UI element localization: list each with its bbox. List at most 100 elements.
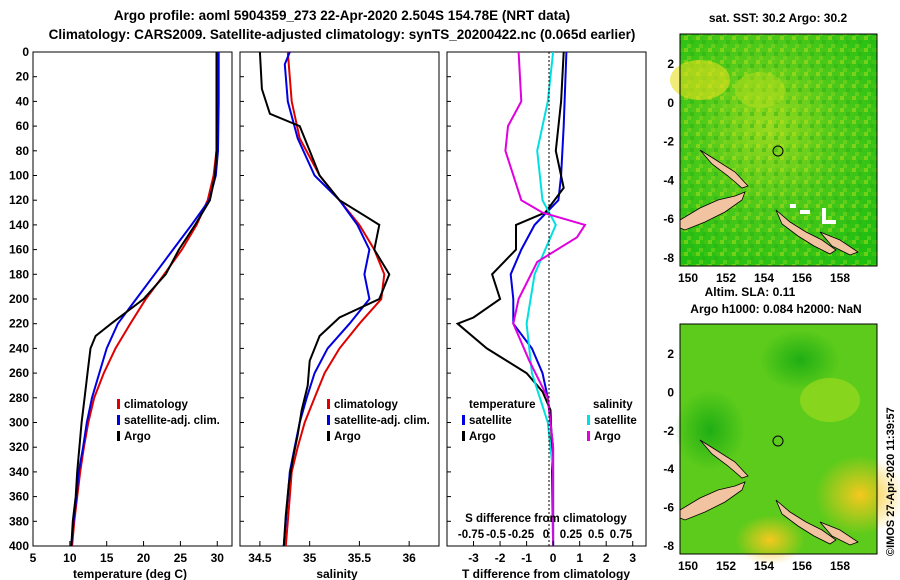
temperature-x-ticks: 5 10 15 20 25 30 <box>30 541 224 565</box>
s-diff-tick-label: -0.75 <box>458 529 485 541</box>
s-diff-tick-label: -0.5 <box>486 529 506 541</box>
sla-map-frame <box>679 323 878 555</box>
series-line-argo <box>258 52 391 546</box>
sla-map-title1: Altim. SLA: 0.11 <box>705 285 796 299</box>
map-y-tick-label: -6 <box>663 212 674 226</box>
depth-tick-label: 40 <box>16 94 30 108</box>
depth-tick-label: 140 <box>9 218 29 232</box>
sla-low-patch <box>675 390 745 470</box>
salinity-xlabel: salinity <box>316 567 358 580</box>
s-diff-tick-label: 0.25 <box>560 529 583 541</box>
legend-argo: Argo <box>334 431 361 443</box>
sla-high-patch <box>735 515 805 565</box>
difference-series <box>455 52 587 546</box>
sla-map-title2: Argo h1000: 0.084 h2000: NaN <box>690 302 861 316</box>
sst-land-bougainville <box>775 209 837 255</box>
map-y-tick-label: -6 <box>663 501 674 515</box>
legend-climatology: climatology <box>334 399 399 411</box>
depth-tick-label: 60 <box>16 119 30 133</box>
map-x-tick-label: 152 <box>716 559 736 573</box>
map-x-tick-label: 158 <box>830 559 850 573</box>
s-difference-ticks: -0.75 -0.5 -0.25 0 0.25 0.5 0.75 <box>458 529 633 541</box>
header-line1: Argo profile: aoml 5904359_273 22-Apr-20… <box>114 8 570 23</box>
map-x-tick-label: 156 <box>792 559 812 573</box>
series-line-s-satellite <box>525 52 557 546</box>
x-tick-label: 0 <box>550 551 557 565</box>
depth-tick-label: 340 <box>9 465 29 479</box>
map-y-tick-label: -4 <box>663 173 674 187</box>
x-tick-label: 5 <box>30 551 37 565</box>
sst-map-title: sat. SST: 30.2 Argo: 30.2 <box>709 11 848 25</box>
sla-low-patch <box>760 330 840 390</box>
x-tick-label: -2 <box>495 551 506 565</box>
legend-swatch-climatology <box>117 399 120 409</box>
salinity-legend: climatology satellite-adj. clim. Argo <box>327 399 430 443</box>
sst-warm-patch <box>735 72 785 108</box>
map-x-tick-label: 154 <box>754 271 774 285</box>
temperature-xlabel: temperature (deg C) <box>73 567 187 580</box>
legend-satellite: satellite-adj. clim. <box>334 415 430 427</box>
depth-tick-label: 360 <box>9 490 29 504</box>
sst-land-newguinea <box>679 191 746 231</box>
x-tick-label: -1 <box>521 551 532 565</box>
legend-swatch-t-argo <box>462 431 465 441</box>
legend-swatch-satellite <box>117 415 120 425</box>
s-diff-tick-label: 0.75 <box>610 529 633 541</box>
depth-tick-label: 400 <box>9 539 29 553</box>
difference-x-ticks: -3 -2 -1 0 1 2 3 <box>468 541 636 565</box>
depth-tick-label: 380 <box>9 514 29 528</box>
map-y-tick-label: -8 <box>663 539 674 553</box>
sst-map-frame <box>679 33 878 267</box>
depth-tick-label: 320 <box>9 440 29 454</box>
map-x-tick-label: 154 <box>754 559 774 573</box>
sla-map-ticks: 150 152 154 156 158 2 0 -2 -4 -6 -8 <box>663 347 850 573</box>
series-line-climatology <box>71 52 219 546</box>
sst-land-island <box>819 231 859 256</box>
depth-tick-label: 280 <box>9 391 29 405</box>
depth-tick-label: 180 <box>9 267 29 281</box>
depth-tick-label: 80 <box>16 144 30 158</box>
x-tick-label: 2 <box>603 551 610 565</box>
depth-tick-label: 20 <box>16 70 30 84</box>
map-y-tick-label: 2 <box>667 57 674 71</box>
map-y-tick-label: 2 <box>667 347 674 361</box>
salinity-plot-frame <box>239 51 440 547</box>
legend-swatch-satellite <box>327 415 330 425</box>
sla-land-newireland <box>699 439 749 479</box>
header-line2: Climatology: CARS2009. Satellite-adjuste… <box>49 27 636 42</box>
salinity-x-ticks: 34.5 35 35.5 36 <box>248 541 416 565</box>
depth-axis: 0 20 40 60 80 100 120 140 160 180 200 220 240 260 280 3… <box>9 45 451 553</box>
legend-satellite: satellite-adj. clim. <box>124 415 220 427</box>
depth-tick-label: 100 <box>9 169 29 183</box>
x-tick-label: 15 <box>100 551 114 565</box>
map-y-tick-label: -2 <box>663 135 674 149</box>
temperature-plot-frame <box>32 51 233 547</box>
x-tick-label: -3 <box>468 551 479 565</box>
sla-map <box>675 323 900 565</box>
temperature-legend: climatology satellite-adj. clim. Argo <box>117 399 220 443</box>
legend-temperature-title: temperature <box>469 399 535 411</box>
s-diff-tick-label: 0.5 <box>588 529 605 541</box>
legend-swatch-argo <box>117 431 120 441</box>
map-x-tick-label: 150 <box>678 271 698 285</box>
legend-swatch-s-satellite <box>587 415 590 425</box>
temperature-series <box>70 52 220 546</box>
depth-tick-label: 200 <box>9 292 29 306</box>
map-x-tick-label: 156 <box>792 271 812 285</box>
sla-land-bougainville <box>775 499 837 545</box>
argo-location-marker <box>772 145 784 157</box>
map-y-tick-label: -2 <box>663 424 674 438</box>
s-diff-tick-label: -0.25 <box>508 529 535 541</box>
legend-t-satellite: satellite <box>469 415 512 427</box>
salinity-series <box>258 52 391 546</box>
map-x-tick-label: 152 <box>716 271 736 285</box>
legend-t-argo: Argo <box>469 431 496 443</box>
depth-tick-label: 300 <box>9 416 29 430</box>
sla-land-newguinea <box>679 481 746 521</box>
depth-tick-label: 120 <box>9 193 29 207</box>
sla-patch <box>800 378 860 422</box>
legend-s-argo: Argo <box>594 431 621 443</box>
legend-swatch-t-satellite <box>462 415 465 425</box>
argo-location-marker <box>772 435 784 447</box>
